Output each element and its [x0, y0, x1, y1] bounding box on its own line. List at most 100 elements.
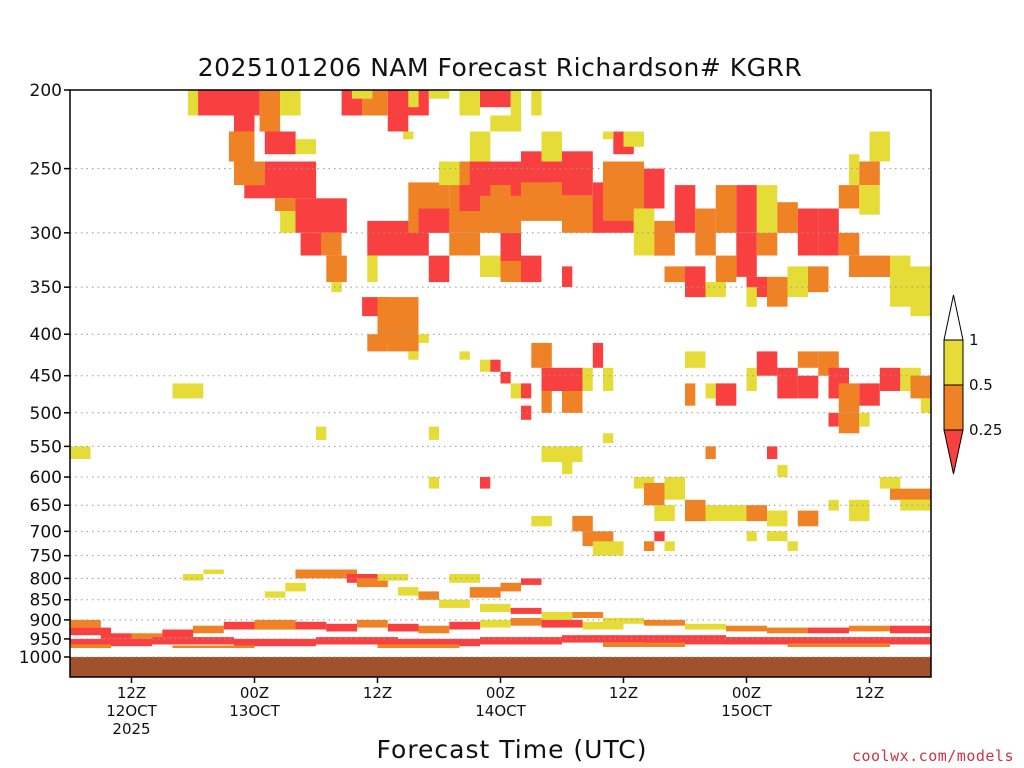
- ri-cell: [920, 398, 932, 413]
- ri-cell: [377, 574, 409, 581]
- ri-cell: [418, 591, 439, 600]
- colorbar-level-label: 0.5: [969, 376, 993, 394]
- ri-cell: [326, 255, 347, 283]
- ri-cell: [849, 255, 870, 277]
- ri-cell: [172, 645, 255, 648]
- y-tick-label: 750: [30, 547, 62, 567]
- ri-cell: [715, 255, 737, 283]
- ri-cell: [480, 603, 511, 612]
- ri-cell: [234, 90, 260, 116]
- ri-cell: [541, 612, 573, 620]
- ri-cell: [521, 383, 532, 399]
- ri-cell: [685, 351, 706, 368]
- ri-cell: [449, 232, 481, 256]
- ri-cell: [162, 629, 194, 637]
- ri-cell: [664, 477, 685, 500]
- ri-cell: [910, 375, 931, 399]
- x-tick-label: 2025: [112, 720, 150, 738]
- ri-cell: [797, 375, 819, 399]
- watermark: coolwx.com/models: [852, 747, 1014, 765]
- ri-cell: [531, 90, 542, 116]
- ri-cell: [418, 625, 450, 634]
- ri-cell: [654, 505, 675, 522]
- ri-cell: [756, 185, 778, 233]
- ri-cell: [787, 266, 808, 298]
- ri-cell: [264, 591, 286, 598]
- ri-cell: [244, 185, 317, 199]
- x-tick-label: 13OCT: [229, 702, 280, 720]
- ri-cell: [562, 266, 573, 288]
- ri-cell: [644, 619, 685, 626]
- ri-cell: [285, 582, 306, 592]
- ri-cell: [623, 131, 644, 147]
- ri-cell: [869, 131, 890, 162]
- y-tick-label: 350: [30, 278, 62, 298]
- ri-cell: [203, 569, 224, 574]
- ri-cell: [480, 255, 501, 277]
- y-tick-label: 500: [30, 404, 62, 424]
- ri-cell: [859, 412, 870, 427]
- ri-cell: [490, 115, 522, 132]
- ri-cell: [849, 625, 890, 632]
- ri-cell: [234, 115, 255, 132]
- colorbar-level-label: 1: [969, 331, 979, 349]
- ri-cell: [439, 161, 460, 186]
- ri-cell: [280, 90, 301, 116]
- ri-cell: [808, 266, 829, 293]
- ri-cell: [746, 367, 757, 391]
- ri-cell: [787, 541, 798, 551]
- ri-cell: [603, 433, 614, 444]
- ri-cell: [367, 334, 388, 352]
- ri-cell: [777, 202, 798, 233]
- ri-cell: [592, 342, 604, 368]
- ri-cell: [633, 208, 655, 256]
- ri-cell: [259, 90, 281, 132]
- ri-cell: [746, 531, 757, 542]
- ri-cell: [828, 412, 839, 427]
- ri-cell: [377, 644, 460, 648]
- ri-cell: [480, 90, 501, 108]
- ri-cell: [685, 266, 706, 298]
- ri-cell: [428, 255, 450, 283]
- ri-cell: [490, 359, 501, 372]
- ri-cell: [541, 367, 562, 391]
- ri-cell: [808, 637, 931, 645]
- colorbar-top-triangle: [943, 294, 964, 341]
- ri-cell: [859, 383, 880, 406]
- colorbar-yellow-segment: [943, 339, 964, 386]
- ri-cell: [787, 643, 890, 647]
- ri-cell: [428, 90, 450, 99]
- ri-cell: [572, 515, 593, 532]
- ri-cell: [767, 446, 778, 459]
- ri-cell: [777, 465, 788, 477]
- ri-cell: [879, 367, 901, 391]
- ri-cell: [562, 151, 593, 196]
- y-tick-label: 900: [30, 611, 62, 631]
- ri-cell: [541, 619, 583, 628]
- ri-cell: [890, 625, 931, 634]
- y-tick-label: 600: [30, 468, 62, 488]
- ri-cell: [726, 505, 747, 522]
- y-tick-label: 400: [30, 325, 62, 345]
- ri-cell: [705, 383, 716, 399]
- ri-cell: [275, 198, 296, 211]
- ri-cell: [715, 383, 737, 406]
- ri-cell: [705, 446, 716, 459]
- x-tick-label: 12Z: [117, 684, 146, 702]
- ri-cell: [767, 276, 788, 307]
- ri-cell: [300, 232, 327, 256]
- ri-cell: [756, 351, 778, 376]
- ri-cell: [521, 405, 532, 420]
- ri-cell: [70, 619, 101, 628]
- ri-cell: [582, 367, 593, 391]
- ri-cell: [521, 255, 542, 283]
- y-tick-label: 950: [30, 630, 62, 650]
- colorbar-level-label: 0.25: [969, 421, 1002, 439]
- y-tick-label: 800: [30, 569, 62, 589]
- ri-cell: [70, 627, 111, 636]
- ri-cell: [644, 541, 655, 551]
- ri-cell: [234, 638, 316, 647]
- ri-cell: [644, 482, 665, 506]
- ri-cell: [280, 211, 296, 233]
- ri-cell: [603, 131, 614, 140]
